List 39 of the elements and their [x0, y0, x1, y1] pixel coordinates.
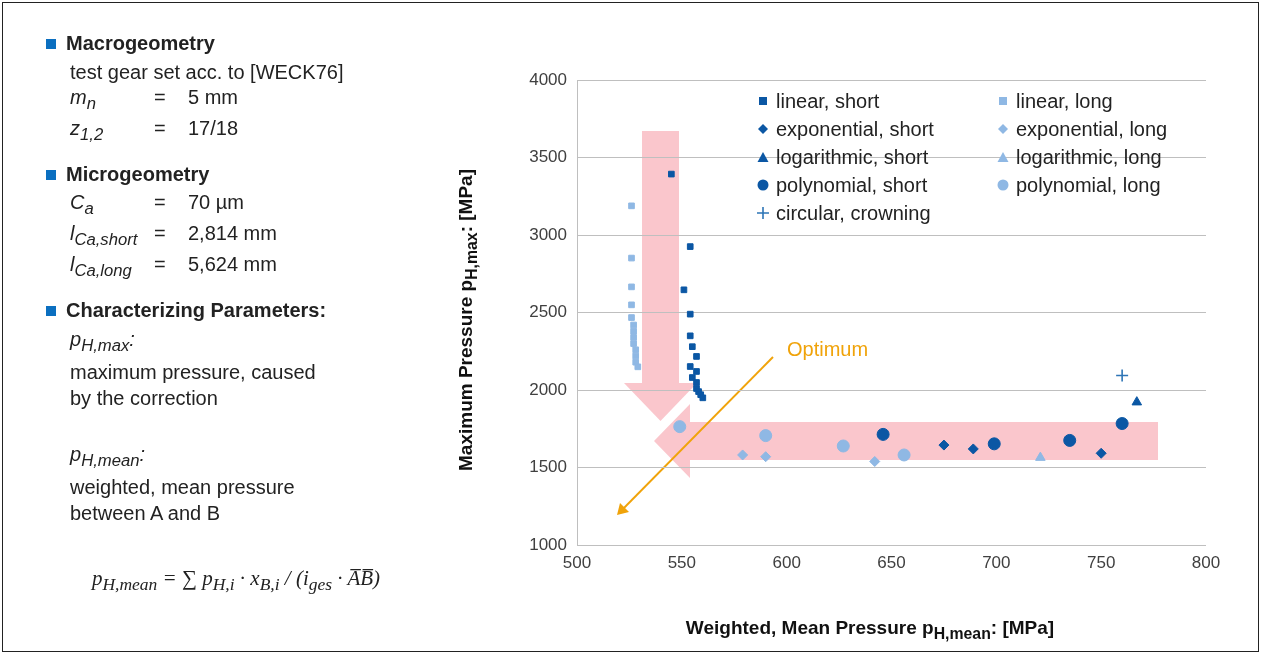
x-axis-title: Weighted, Mean Pressure p$_{H,mean}$: [MPa] [685, 617, 1055, 643]
text: z$_{1,2}$ = 17/18 [70, 117, 239, 144]
x-tick-label: 700 [982, 552, 1011, 572]
text: maximum pressure, caused by the correction [70, 360, 317, 411]
x-tick-label: 550 [667, 552, 697, 572]
text: p$_{H,max}$: [70, 327, 136, 357]
legend-label: circular, crowning [776, 201, 931, 226]
text: C$_{a}$ = 70 µm [70, 191, 244, 218]
legend-label: exponential, short [776, 117, 934, 142]
annotation: Optimum [787, 338, 869, 361]
text: Characterizing Parameters: [66, 299, 327, 322]
text: l$_{Ca,long}$ = 5,624 mm [70, 253, 277, 280]
x-tick-label: 650 [877, 552, 906, 572]
text: weighted, mean pressure between A and B [70, 475, 296, 526]
legend-label: polynomial, long [1016, 173, 1161, 198]
y-tick-label: 3000 [529, 224, 567, 244]
y-tick-label: 3500 [529, 147, 567, 167]
legend-label: exponential, long [1016, 117, 1168, 142]
legend-label: linear, long [1016, 89, 1113, 114]
legend-label: polynomial, short [776, 173, 928, 198]
text: p$_{H,mean}$: [70, 442, 146, 472]
text: l$_{Ca,short}$ = 2,814 mm [70, 221, 277, 251]
x-tick-label: 500 [562, 552, 592, 572]
legend-label: logarithmic, short [776, 145, 929, 170]
legend-label: linear, short [776, 89, 880, 114]
x-tick-label: 750 [1086, 552, 1116, 572]
text: p$_{H,mean}$ = ∑ p$_{H,i}$ · x$_{B,i}$ / (i$_{ges}$ · A̅B̅) [91, 566, 381, 595]
text: Macrogeometry [66, 32, 215, 55]
legend-label: logarithmic, long [1016, 145, 1162, 170]
text: test gear set acc. to [WECK76] [70, 60, 345, 85]
x-tick-label: 600 [772, 552, 801, 572]
y-tick-label: 4000 [529, 69, 567, 89]
y-tick-label: 2500 [529, 302, 567, 322]
text: m$_{n}$ = 5 mm [70, 86, 238, 113]
x-tick-label: 800 [1191, 552, 1221, 572]
y-tick-label: 1500 [529, 457, 567, 477]
y-tick-label: 1000 [529, 534, 567, 554]
y-tick-label: 2000 [529, 379, 567, 399]
text: Microgeometry [66, 163, 210, 186]
